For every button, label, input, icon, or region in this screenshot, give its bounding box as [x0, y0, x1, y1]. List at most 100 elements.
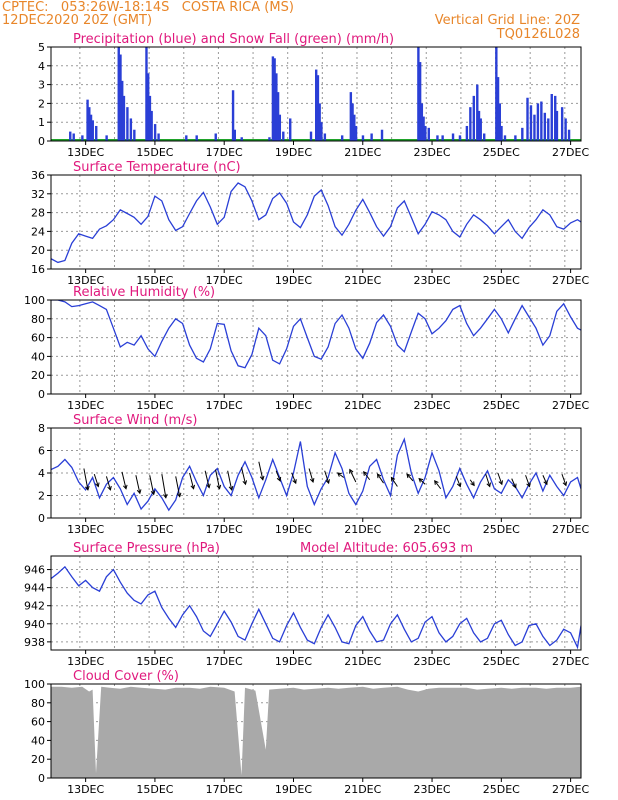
precip-bar	[550, 94, 553, 141]
x-tick-label: 13DEC	[67, 274, 104, 287]
wind-arrow	[542, 475, 548, 486]
wind-arrow-head	[216, 484, 222, 490]
x-tick-label: 17DEC	[206, 783, 243, 796]
wind-arrow	[418, 477, 426, 485]
x-tick-label: 27DEC	[552, 523, 589, 536]
wind-arrow-head	[376, 473, 382, 479]
precip-bar	[514, 135, 517, 141]
wind-arrow	[469, 479, 475, 487]
wind-arrow-head	[336, 472, 342, 477]
precip-bar	[353, 114, 356, 141]
precip-bar	[69, 131, 72, 141]
precip-bar	[529, 105, 533, 141]
y-tick-label: 0	[38, 772, 45, 785]
y-tick-label: 40	[31, 734, 45, 747]
y-tick-label: 2	[38, 97, 45, 110]
x-tick-label: 13DEC	[67, 783, 104, 796]
y-tick-label: 0	[38, 388, 45, 401]
wind-arrow	[227, 470, 234, 491]
y-tick-label: 100	[24, 294, 45, 307]
x-tick-label: 15DEC	[136, 523, 173, 536]
x-tick-label: 21DEC	[344, 399, 381, 412]
precip-bar	[496, 77, 500, 141]
wind-arrow	[308, 468, 315, 484]
wind-arrow	[561, 473, 568, 487]
x-tick-label: 27DEC	[552, 655, 589, 668]
precip-bar	[380, 129, 384, 141]
wind-arrow-head	[309, 477, 315, 484]
precip-bar	[547, 118, 550, 141]
wind-arrow-head	[486, 482, 491, 488]
panel-1: 0 1 2 3 4 5 13DEC 15DEC 17DEC 19DEC 21DEC 23DEC 25DE…	[38, 32, 589, 159]
wind-arrow-shaft	[337, 472, 345, 478]
wind-arrow-shaft	[275, 470, 281, 482]
wind-arrow-shaft	[561, 473, 567, 486]
precip-bar	[477, 110, 481, 141]
wind-arrow	[291, 472, 297, 485]
wind-arrow-shaft	[511, 478, 517, 488]
wind-arrow	[434, 480, 442, 490]
wind-arrow-head	[562, 481, 568, 487]
series-line	[51, 182, 581, 264]
precip-bar	[554, 95, 557, 141]
panel-6: 0 20 40 60 80 100 13DEC 15DEC 17DEC 19DEC 21DEC 23D…	[24, 669, 589, 796]
precip-bar	[240, 137, 243, 141]
x-tick-label: 17DEC	[206, 146, 243, 159]
wind-arrow-head	[190, 484, 196, 490]
x-tick-label: 15DEC	[136, 146, 173, 159]
cloud-cover-area	[51, 686, 581, 778]
wind-arrow	[336, 472, 345, 478]
precip-bar	[95, 125, 98, 141]
wind-arrow-shaft	[308, 468, 314, 483]
series-layer	[51, 182, 581, 264]
y-tick-label: 3	[38, 79, 45, 92]
precip-bar	[119, 54, 122, 141]
x-tick-label: 21DEC	[344, 655, 381, 668]
wind-arrow-shaft	[525, 475, 531, 487]
wind-arrow	[241, 467, 248, 486]
precip-bar	[483, 133, 486, 141]
wind-arrow	[390, 476, 398, 487]
wind-arrow-shaft	[469, 479, 475, 486]
wind-arrow-head	[122, 484, 128, 490]
wind-arrow	[161, 474, 168, 499]
panel-frame	[50, 683, 582, 779]
precip-bar	[536, 103, 540, 141]
wind-arrow-head	[363, 471, 368, 476]
precip-bar	[351, 103, 354, 141]
wind-arrow-head	[162, 493, 168, 499]
panel-title: Surface Wind (m/s)	[73, 413, 197, 428]
precip-bar	[315, 69, 318, 141]
panels-layer: 0 1 2 3 4 5 13DEC 15DEC 17DEC 19DEC 21DEC 23DEC 25DE…	[24, 32, 589, 796]
x-tick-label: 17DEC	[206, 274, 243, 287]
wind-arrow-head	[390, 476, 396, 482]
x-tick-label: 13DEC	[67, 146, 104, 159]
y-tick-label: 6	[38, 445, 45, 458]
wind-arrow-shaft	[390, 477, 398, 487]
precip-bar	[521, 127, 524, 141]
x-tick-label: 27DEC	[552, 783, 589, 796]
wind-arrow	[105, 476, 112, 491]
y-tick-label: 60	[31, 332, 45, 345]
header-model-code: TQ0126L028	[496, 27, 580, 42]
x-tick-label: 25DEC	[483, 783, 520, 796]
precip-bar	[195, 135, 198, 141]
y-tick-label: 0	[38, 512, 45, 525]
y-tick-label: 940	[24, 618, 45, 631]
precip-bar	[275, 73, 278, 141]
wind-arrow-shaft	[215, 469, 221, 489]
y-tick-label: 4	[38, 60, 45, 73]
wind-arrow	[189, 472, 196, 490]
precip-bar	[278, 114, 282, 141]
y-tick-label: 946	[24, 564, 45, 577]
precip-bar	[361, 135, 365, 141]
x-tick-label: 19DEC	[275, 523, 312, 536]
precip-bar	[340, 135, 344, 141]
wind-arrow-shaft	[485, 473, 491, 487]
precip-bar	[503, 135, 507, 141]
y-tick-label: 80	[31, 697, 45, 710]
y-tick-label: 5	[38, 41, 45, 54]
series-layer	[51, 300, 581, 369]
x-tick-label: 15DEC	[136, 655, 173, 668]
precip-bar	[441, 135, 444, 141]
